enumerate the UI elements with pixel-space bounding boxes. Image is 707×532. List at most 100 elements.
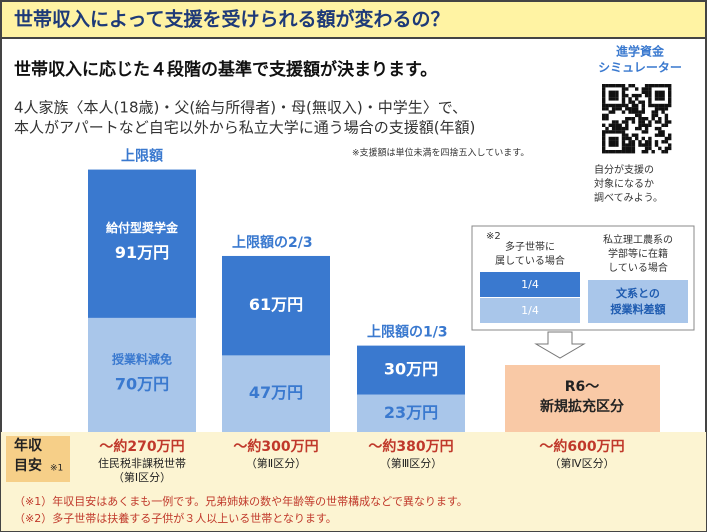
qr-cell xyxy=(661,150,665,154)
qr-cell xyxy=(635,133,639,137)
value-label: 47万円 xyxy=(249,383,303,402)
qr-cell xyxy=(654,143,659,147)
qr-cell xyxy=(654,90,659,94)
qr-cell xyxy=(648,143,652,147)
qr-cell xyxy=(602,150,606,154)
qr-cell xyxy=(621,120,626,124)
qr-cell xyxy=(644,146,649,151)
qr-cell xyxy=(621,103,626,108)
qr-cell xyxy=(658,133,662,137)
bar xyxy=(88,169,196,318)
qr-cell xyxy=(621,146,626,151)
qr-cell xyxy=(641,120,645,124)
qr-cell xyxy=(641,90,645,94)
qr-cell xyxy=(664,103,669,108)
qr-cell xyxy=(648,84,652,88)
qr-cell xyxy=(651,103,655,108)
qr-cell xyxy=(608,150,612,154)
multi-child-mark: ※2 xyxy=(486,231,501,242)
qr-cell xyxy=(625,120,629,124)
qr-cell xyxy=(602,93,606,98)
qr-cell xyxy=(611,120,616,124)
qr-cell xyxy=(661,123,665,127)
qr-cell xyxy=(631,146,636,151)
qr-cell xyxy=(635,107,639,111)
qr-cell xyxy=(641,130,645,134)
multi-child-text: 属している場合 xyxy=(495,254,565,267)
qr-cell xyxy=(644,84,649,88)
subtitle: 世帯収入に応じた４段階の基準で支援額が決まります。 xyxy=(14,59,437,80)
qr-cell xyxy=(602,97,606,101)
qr-cell xyxy=(631,107,636,111)
qr-cell xyxy=(605,103,609,108)
qr-cell xyxy=(638,143,642,147)
qr-cell xyxy=(618,123,622,127)
qr-cell xyxy=(641,100,645,104)
qr-cell xyxy=(615,107,619,111)
qr-cell xyxy=(648,93,652,98)
qr-cell xyxy=(625,107,629,111)
qr-cell xyxy=(658,84,662,88)
qr-cell xyxy=(602,107,606,111)
qr-cell xyxy=(668,90,672,94)
qr-cell xyxy=(625,146,629,151)
qr-cell xyxy=(602,146,606,151)
qr-cell xyxy=(654,126,659,131)
x-tick-note: （第Ⅲ区分） xyxy=(380,456,443,470)
qr-cell xyxy=(608,90,612,94)
qr-cell xyxy=(605,84,609,88)
qr-cell xyxy=(658,97,662,101)
qr-cell xyxy=(628,117,632,121)
qr-cell xyxy=(611,150,616,154)
qr-cell xyxy=(602,90,606,94)
bar xyxy=(357,345,465,395)
qr-cell xyxy=(638,117,642,121)
income-guide-label: 目安 xyxy=(14,457,42,474)
qr-cell xyxy=(628,110,632,114)
qr-cell xyxy=(621,97,626,101)
bar xyxy=(222,255,330,356)
description: 本人がアパートなど自宅以外から私立大学に通う場合の支援額(年額) xyxy=(14,119,475,137)
qr-cell xyxy=(664,136,669,141)
qr-cell xyxy=(648,87,652,91)
qr-cell xyxy=(635,136,639,141)
qr-cell xyxy=(661,130,665,134)
qr-cell xyxy=(625,150,629,154)
qr-cell xyxy=(644,126,649,131)
fraction-cell xyxy=(480,272,580,297)
qr-cell xyxy=(654,93,659,98)
qr-cell xyxy=(621,93,626,98)
qr-cell xyxy=(661,107,665,111)
qr-cell xyxy=(644,123,649,127)
qr-cell xyxy=(615,140,619,144)
qr-cell xyxy=(635,110,639,114)
qr-cell xyxy=(641,110,645,114)
x-tick-note: （第Ⅳ区分） xyxy=(549,456,614,470)
qr-cell xyxy=(631,84,636,88)
qr-cell xyxy=(638,140,642,144)
qr-cell xyxy=(621,84,626,88)
qr-cell xyxy=(628,143,632,147)
qr-cell xyxy=(621,100,626,104)
qr-cell xyxy=(608,123,612,127)
qr-cell xyxy=(668,93,672,98)
qr-cell xyxy=(668,97,672,101)
qr-cell xyxy=(648,140,652,144)
science-text: している場合 xyxy=(608,261,668,274)
qr-cell xyxy=(618,150,622,154)
qr-cell xyxy=(664,120,669,124)
qr-cell xyxy=(651,110,655,114)
qr-cell xyxy=(635,93,639,98)
qr-cell xyxy=(611,140,616,144)
qr-cell xyxy=(644,140,649,144)
x-tick-label: ～約380万円 xyxy=(368,438,453,455)
fraction-cell xyxy=(480,298,580,323)
qr-cell xyxy=(628,150,632,154)
qr-cell xyxy=(621,133,626,137)
qr-cell xyxy=(602,117,606,121)
qr-cell xyxy=(602,123,606,127)
qr-cell xyxy=(615,90,619,94)
qr-cell xyxy=(635,87,639,91)
footnote: （※2）多子世帯は扶養する子供が３人以上いる世帯となります。 xyxy=(14,511,337,525)
